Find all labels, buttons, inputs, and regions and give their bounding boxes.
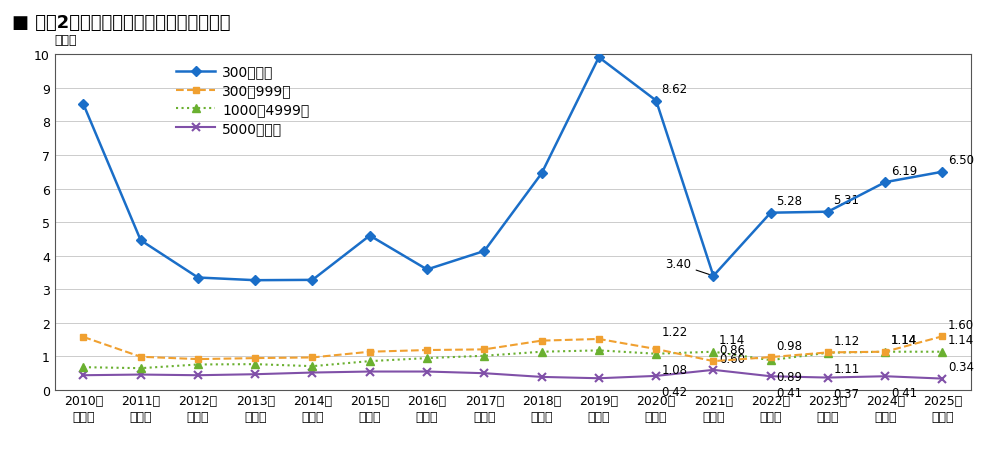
Text: 1.11: 1.11 xyxy=(834,363,860,375)
Text: 0.89: 0.89 xyxy=(776,370,802,383)
Text: 1.60: 1.60 xyxy=(948,318,974,331)
Text: ■ 図袅2　従業員規模別　求人倍率の推移: ■ 図袅2 従業員規模別 求人倍率の推移 xyxy=(12,14,230,32)
Text: 6.19: 6.19 xyxy=(890,164,917,178)
Text: 1.12: 1.12 xyxy=(834,334,860,347)
Legend: 300人未満, 300～999人, 1000～4999人, 5000人以上: 300人未満, 300～999人, 1000～4999人, 5000人以上 xyxy=(176,65,310,136)
Text: 1.22: 1.22 xyxy=(661,325,688,338)
Text: 1.14: 1.14 xyxy=(719,334,745,347)
Text: 0.42: 0.42 xyxy=(661,386,688,398)
Text: 5.28: 5.28 xyxy=(776,195,802,208)
Text: 0.34: 0.34 xyxy=(948,360,974,374)
Text: 0.37: 0.37 xyxy=(834,387,860,400)
Text: 3.40: 3.40 xyxy=(664,258,711,275)
Text: 0.98: 0.98 xyxy=(776,339,802,352)
Text: 0.60: 0.60 xyxy=(719,352,745,365)
Text: 6.50: 6.50 xyxy=(948,154,974,167)
Text: （倍）: （倍） xyxy=(55,34,78,47)
Text: 0.41: 0.41 xyxy=(890,386,917,399)
Text: 1.14: 1.14 xyxy=(948,334,974,347)
Text: 1.08: 1.08 xyxy=(661,364,687,376)
Text: 0.41: 0.41 xyxy=(776,386,803,399)
Text: 8.62: 8.62 xyxy=(661,83,688,96)
Text: 5.31: 5.31 xyxy=(834,194,860,207)
Text: 1.14: 1.14 xyxy=(890,334,917,347)
Text: 0.86: 0.86 xyxy=(719,343,745,356)
Text: 1.14: 1.14 xyxy=(890,334,917,347)
